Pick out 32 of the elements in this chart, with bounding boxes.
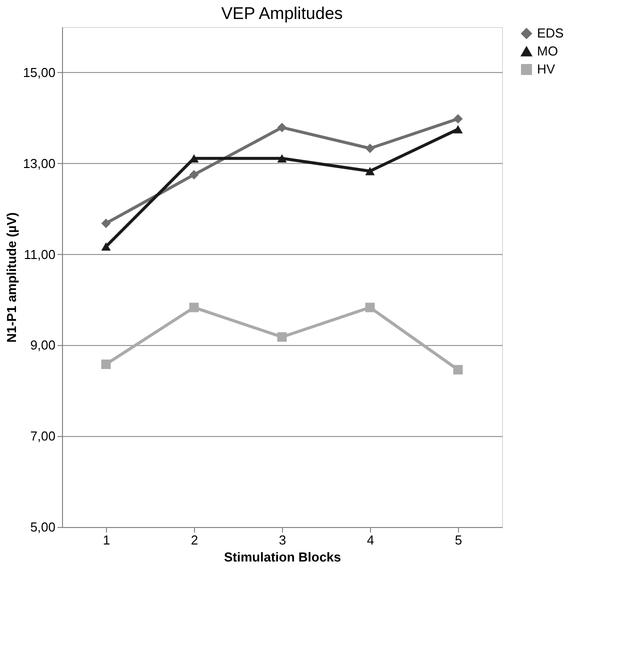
legend-label: HV (537, 62, 556, 76)
legend-label: EDS (537, 26, 564, 40)
point (365, 144, 375, 154)
chart-title: VEP Amplitudes (221, 4, 343, 23)
legend-label: MO (537, 44, 558, 58)
point (365, 166, 375, 176)
x-axis-title: Stimulation Blocks (224, 550, 342, 564)
y-axis-title: N1-P1 amplitude (µV) (4, 212, 19, 343)
point (101, 360, 111, 370)
point (365, 302, 375, 312)
point (189, 302, 199, 312)
point (277, 122, 287, 132)
point (189, 170, 199, 180)
point (101, 218, 111, 228)
y-tick-label: 11,00 (24, 246, 56, 262)
point (453, 114, 463, 124)
point (453, 125, 463, 134)
x-tick-label: 3 (278, 532, 286, 548)
y-tick-label: 9,00 (30, 338, 56, 353)
point (277, 154, 287, 162)
x-tick-label: 1 (102, 532, 110, 548)
x-tick-label: 5 (454, 532, 462, 548)
point (277, 332, 287, 342)
x-tick-label: 4 (366, 532, 374, 548)
y-tick-label: 15,00 (22, 64, 56, 80)
y-tick-label: 5,00 (30, 520, 56, 534)
point (101, 242, 111, 251)
point (189, 154, 199, 162)
y-tick-label: 13,00 (22, 156, 56, 171)
point (453, 364, 463, 374)
x-tick-label: 2 (190, 532, 198, 548)
y-tick-label: 7,00 (30, 428, 56, 444)
